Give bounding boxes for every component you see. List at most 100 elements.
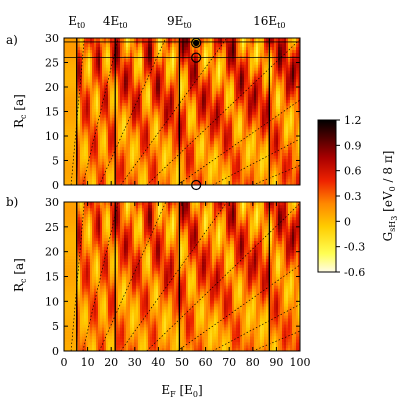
heatmap-cell bbox=[230, 123, 233, 127]
heatmap-cell bbox=[128, 70, 131, 74]
heatmap-cell bbox=[184, 176, 187, 180]
heatmap-cell bbox=[156, 170, 159, 174]
heatmap-cell bbox=[196, 155, 199, 159]
heatmap-cell bbox=[186, 85, 189, 89]
heatmap-cell bbox=[88, 38, 91, 42]
heatmap-cell bbox=[230, 176, 233, 180]
heatmap-cell bbox=[74, 176, 77, 180]
heatmap-cell bbox=[260, 90, 263, 95]
heatmap-cell bbox=[192, 182, 195, 185]
heatmap-cell bbox=[214, 182, 217, 185]
heatmap-cell bbox=[142, 161, 145, 165]
heatmap-cell bbox=[246, 58, 249, 62]
heatmap-cell bbox=[100, 137, 103, 142]
heatmap-cell bbox=[204, 179, 207, 183]
heatmap-cell bbox=[224, 64, 227, 68]
heatmap-cell bbox=[160, 179, 163, 183]
heatmap-cell bbox=[90, 158, 93, 162]
heatmap-cell bbox=[192, 155, 195, 159]
heatmap-cell bbox=[116, 76, 119, 80]
heatmap-cell bbox=[80, 38, 83, 42]
heatmap-cell bbox=[190, 38, 193, 42]
heatmap-cell bbox=[184, 170, 187, 174]
heatmap-cell bbox=[88, 149, 91, 153]
heatmap-cell bbox=[66, 120, 69, 124]
heatmap-cell bbox=[192, 43, 195, 48]
heatmap-cell bbox=[146, 176, 149, 180]
heatmap-cell bbox=[172, 64, 175, 68]
heatmap-cell bbox=[106, 85, 109, 89]
heatmap-cell bbox=[166, 40, 169, 45]
heatmap-cell bbox=[224, 111, 227, 115]
heatmap-cell bbox=[130, 64, 133, 68]
heatmap-cell bbox=[196, 105, 199, 109]
heatmap-cell bbox=[218, 143, 221, 148]
heatmap-cell bbox=[110, 61, 113, 65]
heatmap-cell bbox=[68, 176, 71, 180]
heatmap-cell bbox=[148, 67, 151, 71]
heatmap-cell bbox=[240, 176, 243, 180]
heatmap-cell bbox=[132, 123, 135, 127]
heatmap-cell bbox=[164, 126, 167, 130]
heatmap-cell bbox=[252, 152, 255, 156]
heatmap-cell bbox=[212, 82, 215, 86]
heatmap-cell bbox=[180, 58, 183, 62]
heatmap-cell bbox=[118, 46, 121, 51]
heatmap-cell bbox=[224, 43, 227, 48]
heatmap-cell bbox=[206, 99, 209, 103]
heatmap-cell bbox=[182, 70, 185, 74]
heatmap-cell bbox=[142, 176, 145, 180]
heatmap-cell bbox=[206, 173, 209, 177]
heatmap-cell bbox=[216, 120, 219, 124]
heatmap-cell bbox=[86, 64, 89, 68]
heatmap-cell bbox=[238, 67, 241, 71]
heatmap-cell bbox=[232, 46, 235, 51]
heatmap-cell bbox=[150, 76, 153, 80]
heatmap-cell bbox=[90, 52, 93, 56]
heatmap-cell bbox=[120, 79, 123, 83]
heatmap-cell bbox=[222, 140, 225, 145]
heatmap-cell bbox=[88, 61, 91, 65]
heatmap-cell bbox=[122, 158, 125, 162]
heatmap-cell bbox=[80, 137, 83, 142]
heatmap-cell bbox=[242, 158, 245, 162]
heatmap-cell bbox=[164, 111, 167, 115]
heatmap-cell bbox=[142, 152, 145, 156]
heatmap-cell bbox=[220, 111, 223, 115]
heatmap-cell bbox=[240, 126, 243, 130]
heatmap-cell bbox=[234, 111, 237, 115]
heatmap-cell bbox=[204, 58, 207, 62]
heatmap-cell bbox=[232, 132, 235, 136]
heatmap-cell bbox=[66, 87, 69, 92]
heatmap-cell bbox=[146, 82, 149, 86]
heatmap-cell bbox=[188, 179, 191, 183]
heatmap-cell bbox=[198, 167, 201, 171]
heatmap-cell bbox=[124, 82, 127, 86]
heatmap-cell bbox=[110, 105, 113, 109]
heatmap-cell bbox=[152, 123, 155, 127]
heatmap-cell bbox=[198, 85, 201, 89]
heatmap-cell bbox=[70, 61, 73, 65]
heatmap-cell bbox=[144, 176, 147, 180]
heatmap-cell bbox=[118, 135, 121, 139]
heatmap-cell bbox=[186, 70, 189, 74]
heatmap-cell bbox=[228, 146, 231, 151]
heatmap-cell bbox=[168, 161, 171, 165]
heatmap-cell bbox=[124, 102, 127, 106]
heatmap-cell bbox=[214, 135, 217, 139]
heatmap-cell bbox=[128, 67, 131, 71]
heatmap-cell bbox=[70, 170, 73, 174]
heatmap-cell bbox=[182, 155, 185, 159]
heatmap-cell bbox=[138, 73, 141, 77]
heatmap-cell bbox=[134, 52, 137, 56]
heatmap-cell bbox=[126, 67, 129, 71]
heatmap-cell bbox=[144, 67, 147, 71]
heatmap-cell bbox=[184, 67, 187, 71]
heatmap-cell bbox=[96, 85, 99, 89]
heatmap-cell bbox=[246, 149, 249, 153]
heatmap-cell bbox=[80, 108, 83, 112]
heatmap-cell bbox=[146, 46, 149, 51]
heatmap-cell bbox=[64, 117, 67, 121]
heatmap-cell bbox=[256, 179, 259, 183]
